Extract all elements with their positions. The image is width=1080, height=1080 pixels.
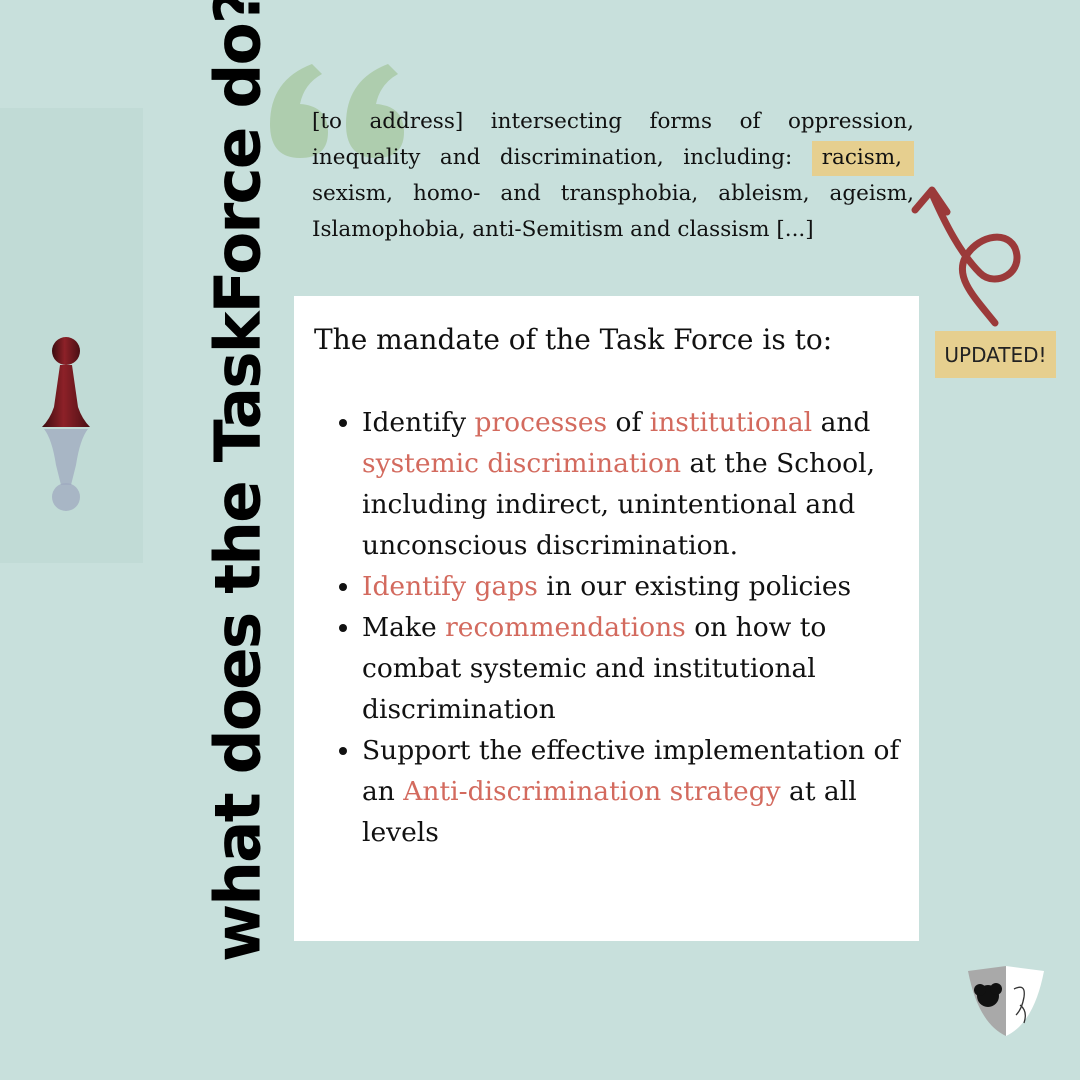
item-text: at the School, including indirect, unint… [362, 448, 876, 561]
mandate-list: Identify processes of institutional and … [362, 402, 907, 853]
mandate-card: The mandate of the Task Force is to: Ide… [294, 296, 919, 941]
list-item: Make recommendations on how to combat sy… [362, 607, 907, 730]
quote-part-2: sexism, homo- and transphobia, ableism, … [312, 181, 914, 242]
item-text: in our existing policies [537, 571, 852, 602]
curly-arrow-icon [911, 186, 1021, 327]
shield-logo-icon [968, 966, 1044, 1036]
item-text: on how to combat systemic and institutio… [362, 612, 827, 725]
pawn-icon [42, 337, 90, 511]
item-accent: institutional [649, 407, 813, 438]
item-accent: processes [474, 407, 608, 438]
list-item: Identify processes of institutional and … [362, 402, 907, 566]
item-text: of [607, 407, 650, 438]
item-text: and [812, 407, 871, 438]
mandate-intro: The mandate of the Task Force is to: [314, 323, 833, 356]
item-accent: Anti-discrimination strategy [403, 776, 781, 807]
quote-mark-icon [270, 64, 404, 158]
highlight-racism: racism, [811, 141, 914, 176]
item-text: Identify [362, 407, 475, 438]
updated-badge: UPDATED! [935, 331, 1056, 378]
list-item: Identify gaps in our existing policies [362, 566, 907, 607]
item-text: Support the effective implementation of … [362, 735, 900, 807]
item-accent: Identify gaps [362, 571, 538, 602]
quote-text: [to address] intersecting forms of oppre… [312, 104, 914, 248]
quote-part-1: [to address] intersecting forms of oppre… [312, 109, 914, 170]
page-title: what does the TaskForce do? [201, 0, 275, 962]
list-item: Support the effective implementation of … [362, 730, 907, 853]
item-text: Make [362, 612, 446, 643]
item-accent: recommendations [445, 612, 686, 643]
item-accent: systemic discrimination [362, 448, 682, 479]
item-text: at all levels [362, 776, 857, 848]
